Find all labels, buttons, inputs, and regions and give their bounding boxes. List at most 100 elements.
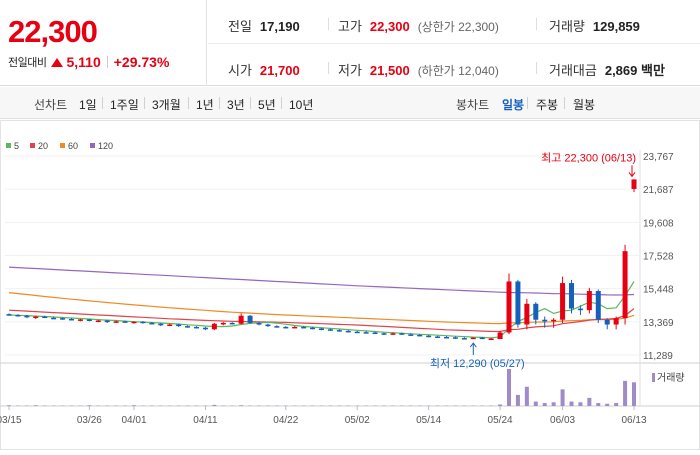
period-10y[interactable]: 10년 xyxy=(289,96,313,113)
volume-bar xyxy=(212,405,216,406)
candle-body xyxy=(462,338,467,340)
candle-body xyxy=(301,327,306,329)
candle-body xyxy=(132,322,137,324)
candle-body xyxy=(614,318,619,324)
period-3m[interactable]: 3개월 xyxy=(152,96,181,113)
legend-swatch xyxy=(30,143,35,148)
period-1w[interactable]: 1주일 xyxy=(110,96,139,113)
stat-value: 21,700 xyxy=(260,63,300,78)
x-tick-label: 03/26 xyxy=(77,415,102,426)
legend-swatch xyxy=(60,143,65,148)
quote-summary: 22,300 전일대비 5,110 +29.73% 전일 17,190 고가 2… xyxy=(0,0,700,86)
period-divider xyxy=(564,97,565,109)
volume-bar xyxy=(132,405,136,406)
ma60-line xyxy=(9,293,634,324)
volume-bar xyxy=(605,404,609,406)
candle-body xyxy=(42,317,47,319)
volume-bar xyxy=(525,387,529,406)
legend-label: 60 xyxy=(68,141,78,151)
candle-body xyxy=(560,283,565,320)
candle-body xyxy=(203,328,208,330)
candle-body xyxy=(292,327,297,329)
period-divider xyxy=(219,97,220,109)
legend-label: 20 xyxy=(38,141,48,151)
current-price: 22,300 xyxy=(8,14,97,50)
period-3y[interactable]: 3년 xyxy=(227,96,245,113)
stat-label: 전일 xyxy=(228,16,252,35)
line-chart-label: 선차트 xyxy=(34,96,67,113)
legend-swatch xyxy=(6,143,11,148)
volume-bar xyxy=(623,381,627,406)
candle-body xyxy=(524,304,529,325)
candle-body xyxy=(542,320,547,322)
legend-label: 5 xyxy=(14,141,19,151)
candle-body xyxy=(114,321,119,323)
candle-body xyxy=(140,322,145,324)
candle-body xyxy=(346,331,351,333)
volume-bar xyxy=(578,402,582,406)
candle-body xyxy=(596,291,601,320)
candle-body xyxy=(319,329,324,331)
period-1y[interactable]: 1년 xyxy=(196,96,214,113)
candle-body xyxy=(239,316,244,324)
stat-value: 17,190 xyxy=(260,19,300,34)
stat-divider xyxy=(328,62,329,74)
candle-body xyxy=(426,336,431,338)
stat-label: 고가 xyxy=(338,16,362,35)
period-1d[interactable]: 1일 xyxy=(79,96,97,113)
stat-label: 저가 xyxy=(338,60,362,79)
candle-body xyxy=(96,321,101,323)
volume-bar xyxy=(587,398,591,406)
candle-body xyxy=(33,317,38,319)
candle-chart-label: 봉차트 xyxy=(456,96,489,113)
candle-monthly[interactable]: 월봉 xyxy=(573,96,595,113)
candle-body xyxy=(390,333,395,335)
x-tick-label: 05/14 xyxy=(416,415,441,426)
stat-amount: 거래대금 2,869 백만 xyxy=(549,60,665,79)
candle-body xyxy=(212,324,217,330)
candle-body xyxy=(176,325,181,327)
period-5y[interactable]: 5년 xyxy=(258,96,276,113)
stat-sub: (상한가 22,300) xyxy=(418,18,499,35)
volume-bar xyxy=(34,405,38,406)
candle-body xyxy=(257,323,262,325)
x-tick-label: 03/15 xyxy=(0,415,22,426)
candle-weekly[interactable]: 주봉 xyxy=(536,96,558,113)
candle-body xyxy=(578,309,583,311)
candle-body xyxy=(194,327,199,329)
candle-body xyxy=(24,316,29,318)
candle-body xyxy=(489,339,494,341)
candle-body xyxy=(265,325,270,327)
candle-body xyxy=(364,332,369,334)
candle-body xyxy=(248,316,253,323)
x-tick-label: 05/02 xyxy=(345,415,370,426)
volume-bar xyxy=(87,405,91,406)
volume-bar xyxy=(507,369,511,406)
stat-high: 고가 22,300 (상한가 22,300) xyxy=(338,16,499,35)
candle-body xyxy=(105,321,110,323)
candle-body xyxy=(632,179,637,189)
y-tick-label: 17,528 xyxy=(643,252,674,263)
x-tick-label: 04/22 xyxy=(273,415,298,426)
candle-body xyxy=(123,321,128,323)
candle-body xyxy=(533,304,538,320)
y-tick-label: 15,448 xyxy=(643,285,674,296)
stat-value: 21,500 xyxy=(370,63,410,78)
candle-body xyxy=(60,318,65,320)
volume-bar xyxy=(516,395,520,406)
candle-body xyxy=(158,324,163,326)
change-row: 전일대비 5,110 +29.73% xyxy=(8,54,169,70)
volume-bar xyxy=(7,405,11,406)
candle-body xyxy=(453,337,458,339)
volume-bar xyxy=(596,403,600,406)
candle-body xyxy=(382,333,387,335)
candle-body xyxy=(373,332,378,334)
stat-prev-close: 전일 17,190 xyxy=(228,16,300,35)
volume-bar xyxy=(239,405,243,406)
y-tick-label: 23,767 xyxy=(643,152,674,163)
volume-legend-swatch xyxy=(652,373,655,382)
legend-swatch xyxy=(90,143,95,148)
candle-body xyxy=(408,334,413,336)
candle-daily[interactable]: 일봉 xyxy=(502,96,524,113)
